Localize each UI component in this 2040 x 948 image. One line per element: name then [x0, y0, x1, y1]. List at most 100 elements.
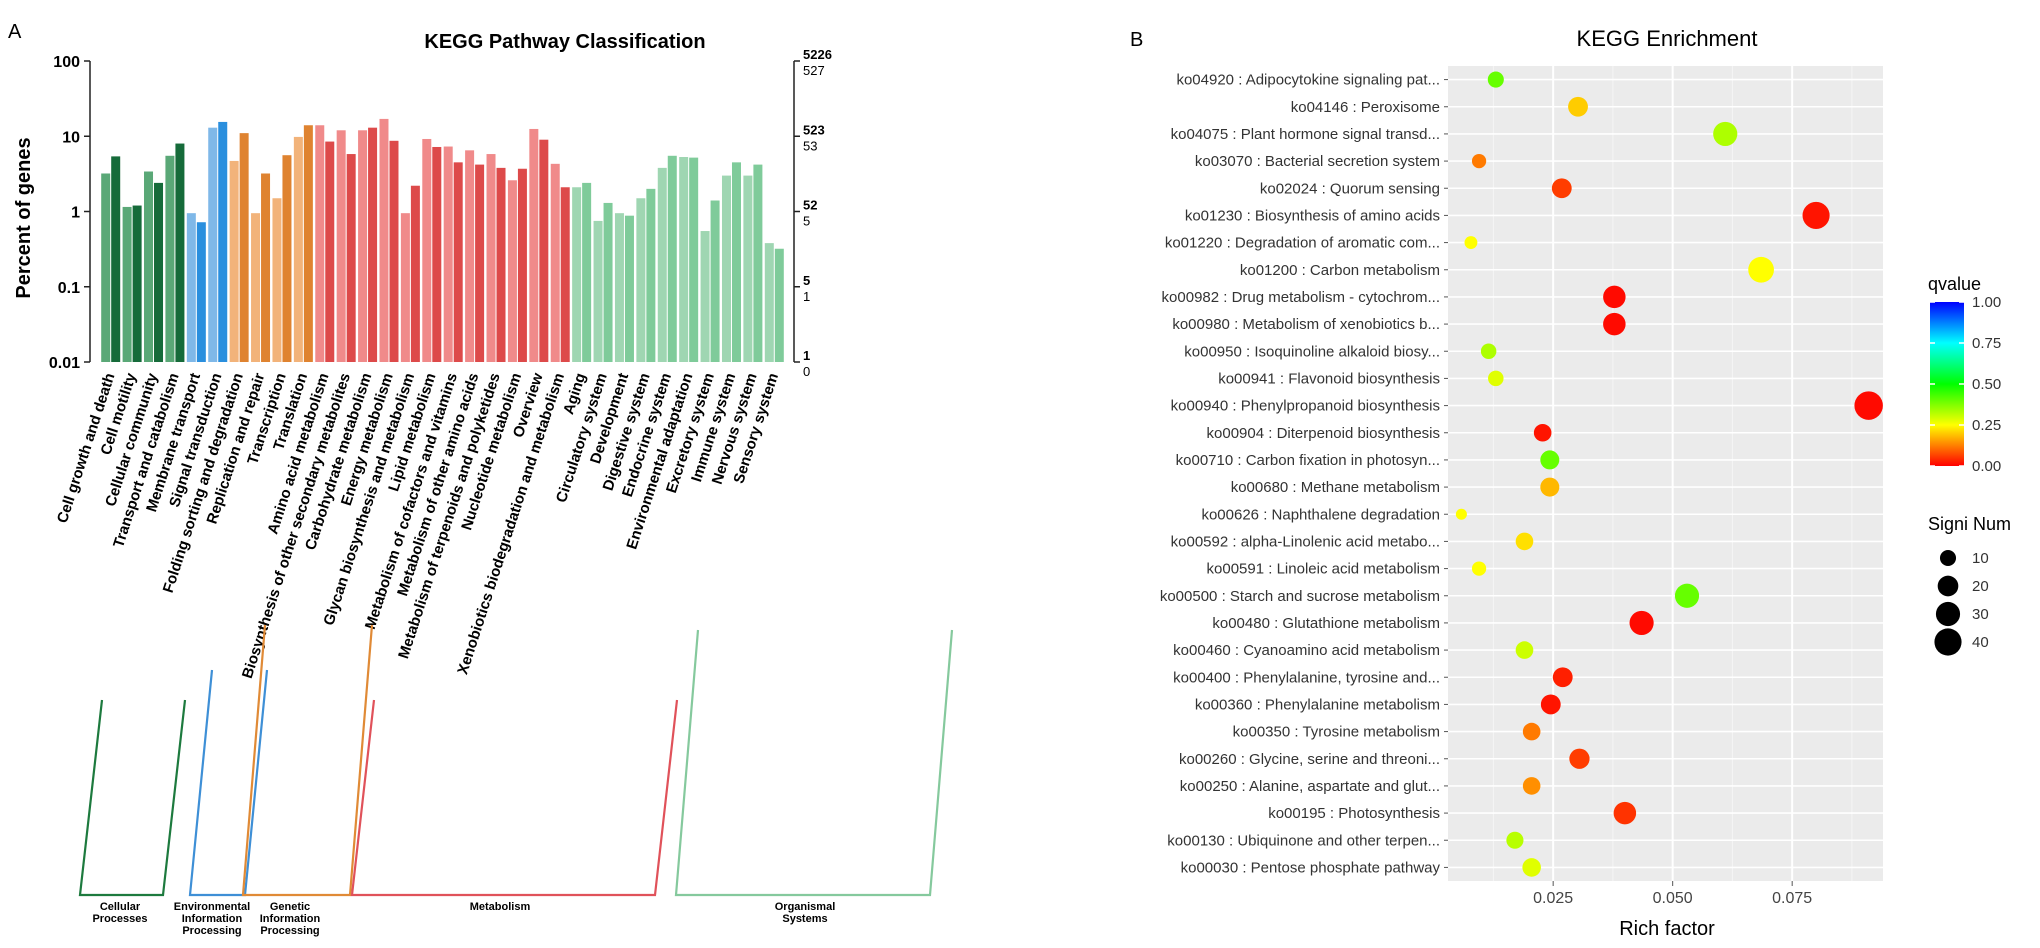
enrichment-grid [1448, 66, 1883, 881]
pathway-label: ko00710 : Carbon fixation in photosyn... [1176, 452, 1440, 469]
colorbar-tick-label: 0.25 [1972, 417, 2001, 434]
enrichment-point [1613, 801, 1637, 825]
bar-light [550, 163, 560, 362]
bar-dark [539, 139, 549, 362]
bar-light [379, 118, 389, 362]
size-legend-dot [1939, 549, 1957, 567]
pathway-label: ko00626 : Naphthalene degradation [1201, 506, 1440, 523]
right-tick-label: 523 [803, 122, 825, 137]
bar-light [272, 198, 282, 362]
group-label-genetic: Processing [260, 925, 319, 937]
bar-light [144, 171, 154, 362]
group-label-metabolism: Metabolism [470, 901, 531, 913]
bracket-cellular [78, 699, 187, 897]
enrichment-point [1629, 610, 1654, 636]
bar-dark [175, 143, 185, 362]
enrichment-point [1551, 178, 1572, 199]
enrichment-xlabel: Rich factor [1619, 918, 1715, 940]
left-tick-label: 0.1 [58, 280, 80, 297]
enrichment-point [1488, 370, 1504, 387]
pathway-label: ko02024 : Quorum sensing [1260, 180, 1440, 197]
bar-dark [731, 162, 741, 362]
bar-dark [603, 202, 613, 362]
bar-light [358, 130, 368, 362]
enrichment-point [1533, 423, 1552, 442]
enrichment-point [1522, 722, 1541, 741]
bar-light [336, 130, 346, 362]
pathway-label: ko00030 : Pentose phosphate pathway [1181, 859, 1441, 876]
colorbar-tick-label: 0.75 [1972, 335, 2001, 352]
bar-light [486, 154, 496, 362]
kegg-classification-chart: A KEGG Pathway Classification Percent of… [8, 21, 954, 937]
bar-light [593, 220, 603, 362]
bar-light [293, 136, 303, 362]
bracket-genetic [241, 624, 374, 897]
bar-light [422, 138, 432, 362]
bar-dark [410, 185, 420, 362]
group-brackets [78, 624, 954, 897]
bar-dark [303, 125, 313, 362]
group-label-genetic: Information [260, 913, 321, 925]
left-tick-label: 10 [62, 129, 80, 146]
panel-label-a: A [8, 21, 22, 43]
bar-marks [101, 118, 784, 362]
enrichment-point [1487, 71, 1504, 88]
group-label-environmental: Processing [182, 925, 241, 937]
bar-dark [325, 141, 335, 362]
group-label-organismal: Systems [782, 913, 827, 925]
bar-dark [368, 127, 378, 362]
bar-dark [646, 188, 656, 362]
bar-light [764, 243, 774, 362]
bar-light [186, 213, 196, 362]
size-legend-dot [1934, 628, 1962, 656]
enrichment-point [1552, 667, 1573, 688]
panel-label-b: B [1130, 29, 1143, 51]
enrichment-point [1854, 391, 1883, 420]
enrichment-point [1515, 532, 1534, 551]
pathway-tick-labels: ko04920 : Adipocytokine signaling pat...… [1160, 72, 1448, 876]
bar-light [229, 160, 239, 362]
group-label-environmental: Information [182, 913, 243, 925]
qvalue-colorbar [1930, 302, 1964, 466]
bar-dark [667, 155, 677, 362]
classification-ylabel: Percent of genes [13, 137, 35, 298]
pathway-label: ko00195 : Photosynthesis [1268, 805, 1440, 822]
pathway-label: ko01220 : Degradation of aromatic com... [1165, 235, 1440, 252]
bracket-environmental [188, 669, 269, 897]
right-tick-label: 5226 [803, 47, 832, 62]
enrichment-point [1674, 583, 1700, 608]
enrichment-point [1713, 121, 1738, 147]
bar-dark [624, 215, 634, 362]
enrichment-point [1522, 777, 1541, 795]
group-label-organismal: Organismal [775, 901, 836, 913]
bar-dark [196, 222, 206, 362]
bar-dark [496, 167, 506, 362]
bar-dark [774, 248, 784, 362]
enrichment-title: KEGG Enrichment [1577, 26, 1758, 51]
group-label-genetic: Genetic [270, 901, 310, 913]
rich-factor-axis: 0.025 0.050 0.075 [1533, 881, 1812, 907]
bar-dark [261, 173, 271, 362]
enrichment-point [1540, 477, 1560, 497]
bar-dark [582, 182, 592, 362]
kegg-enrichment-chart: B KEGG Enrichment ko04920 : Adipocytokin… [1130, 26, 2011, 940]
right-tick-label-secondary: 53 [803, 138, 817, 153]
enrichment-point [1748, 256, 1774, 283]
bar-dark [753, 164, 763, 362]
enrichment-point [1522, 858, 1541, 877]
pathway-label: ko00591 : Linoleic acid metabolism [1207, 561, 1440, 578]
enrichment-point [1802, 201, 1830, 229]
size-legend-label: 40 [1972, 634, 1989, 651]
group-label-cellular: Cellular [100, 901, 141, 913]
pathway-label: ko00360 : Phenylalanine metabolism [1195, 696, 1440, 713]
pathway-label: ko00400 : Phenylalanine, tyrosine and... [1173, 669, 1440, 686]
pathway-label: ko04146 : Peroxisome [1291, 99, 1440, 116]
bar-light [208, 127, 218, 362]
bar-dark [710, 200, 720, 362]
enrichment-plot-area [1448, 66, 1883, 881]
bar-light [572, 187, 582, 362]
right-tick-label-secondary: 0 [803, 364, 810, 379]
